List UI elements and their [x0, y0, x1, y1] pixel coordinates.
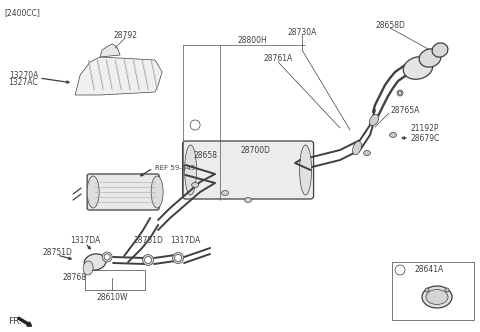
Text: 28658: 28658	[193, 150, 217, 159]
Ellipse shape	[432, 43, 448, 57]
Ellipse shape	[143, 255, 154, 266]
Text: 28751D: 28751D	[133, 235, 163, 244]
Ellipse shape	[144, 257, 152, 264]
Ellipse shape	[370, 115, 379, 125]
Text: 21192P: 21192P	[410, 124, 439, 132]
Ellipse shape	[403, 57, 433, 79]
Text: 28658D: 28658D	[375, 21, 405, 30]
Ellipse shape	[425, 288, 429, 292]
Text: 28761A: 28761A	[264, 53, 293, 62]
Ellipse shape	[353, 141, 361, 155]
Text: FR.: FR.	[8, 317, 22, 326]
Text: 28768: 28768	[62, 274, 86, 283]
Ellipse shape	[151, 176, 163, 208]
Circle shape	[395, 265, 405, 275]
Ellipse shape	[102, 252, 112, 262]
Ellipse shape	[87, 176, 99, 208]
Ellipse shape	[300, 145, 312, 195]
Ellipse shape	[363, 150, 371, 155]
Text: 1327AC: 1327AC	[9, 77, 38, 87]
FancyBboxPatch shape	[87, 174, 159, 210]
Bar	[85, 270, 145, 290]
Ellipse shape	[185, 145, 197, 195]
Text: 28765A: 28765A	[390, 106, 420, 115]
Bar	[392, 262, 474, 320]
Ellipse shape	[104, 254, 110, 260]
Text: b: b	[398, 268, 402, 273]
FancyArrow shape	[18, 317, 32, 326]
Ellipse shape	[397, 90, 403, 96]
Circle shape	[190, 120, 200, 130]
Ellipse shape	[173, 253, 184, 264]
Text: [2400CC]: [2400CC]	[4, 8, 40, 17]
Text: 28700D: 28700D	[240, 145, 270, 154]
Ellipse shape	[175, 255, 181, 262]
Text: 28792: 28792	[113, 31, 137, 40]
Text: 1317DA: 1317DA	[70, 235, 100, 244]
Text: 1317DA: 1317DA	[170, 235, 200, 244]
Ellipse shape	[426, 290, 448, 304]
Ellipse shape	[222, 191, 228, 196]
Text: 13270A: 13270A	[9, 70, 38, 79]
Text: a: a	[193, 123, 197, 127]
Polygon shape	[75, 57, 162, 95]
Ellipse shape	[245, 198, 252, 203]
Text: 28800H: 28800H	[237, 36, 267, 44]
Ellipse shape	[445, 288, 449, 292]
Ellipse shape	[192, 183, 199, 188]
Text: 28679C: 28679C	[410, 133, 439, 142]
Ellipse shape	[83, 261, 93, 275]
Text: REF 59-649: REF 59-649	[155, 165, 195, 171]
Text: 28610W: 28610W	[96, 293, 128, 302]
Text: 28641A: 28641A	[414, 266, 443, 275]
Polygon shape	[100, 44, 120, 57]
FancyBboxPatch shape	[182, 141, 313, 199]
Ellipse shape	[422, 286, 452, 308]
Ellipse shape	[390, 132, 396, 137]
Ellipse shape	[419, 49, 441, 67]
Text: 28730A: 28730A	[288, 28, 317, 37]
Ellipse shape	[398, 92, 402, 95]
Text: 28751D: 28751D	[42, 247, 72, 257]
Ellipse shape	[84, 254, 106, 270]
